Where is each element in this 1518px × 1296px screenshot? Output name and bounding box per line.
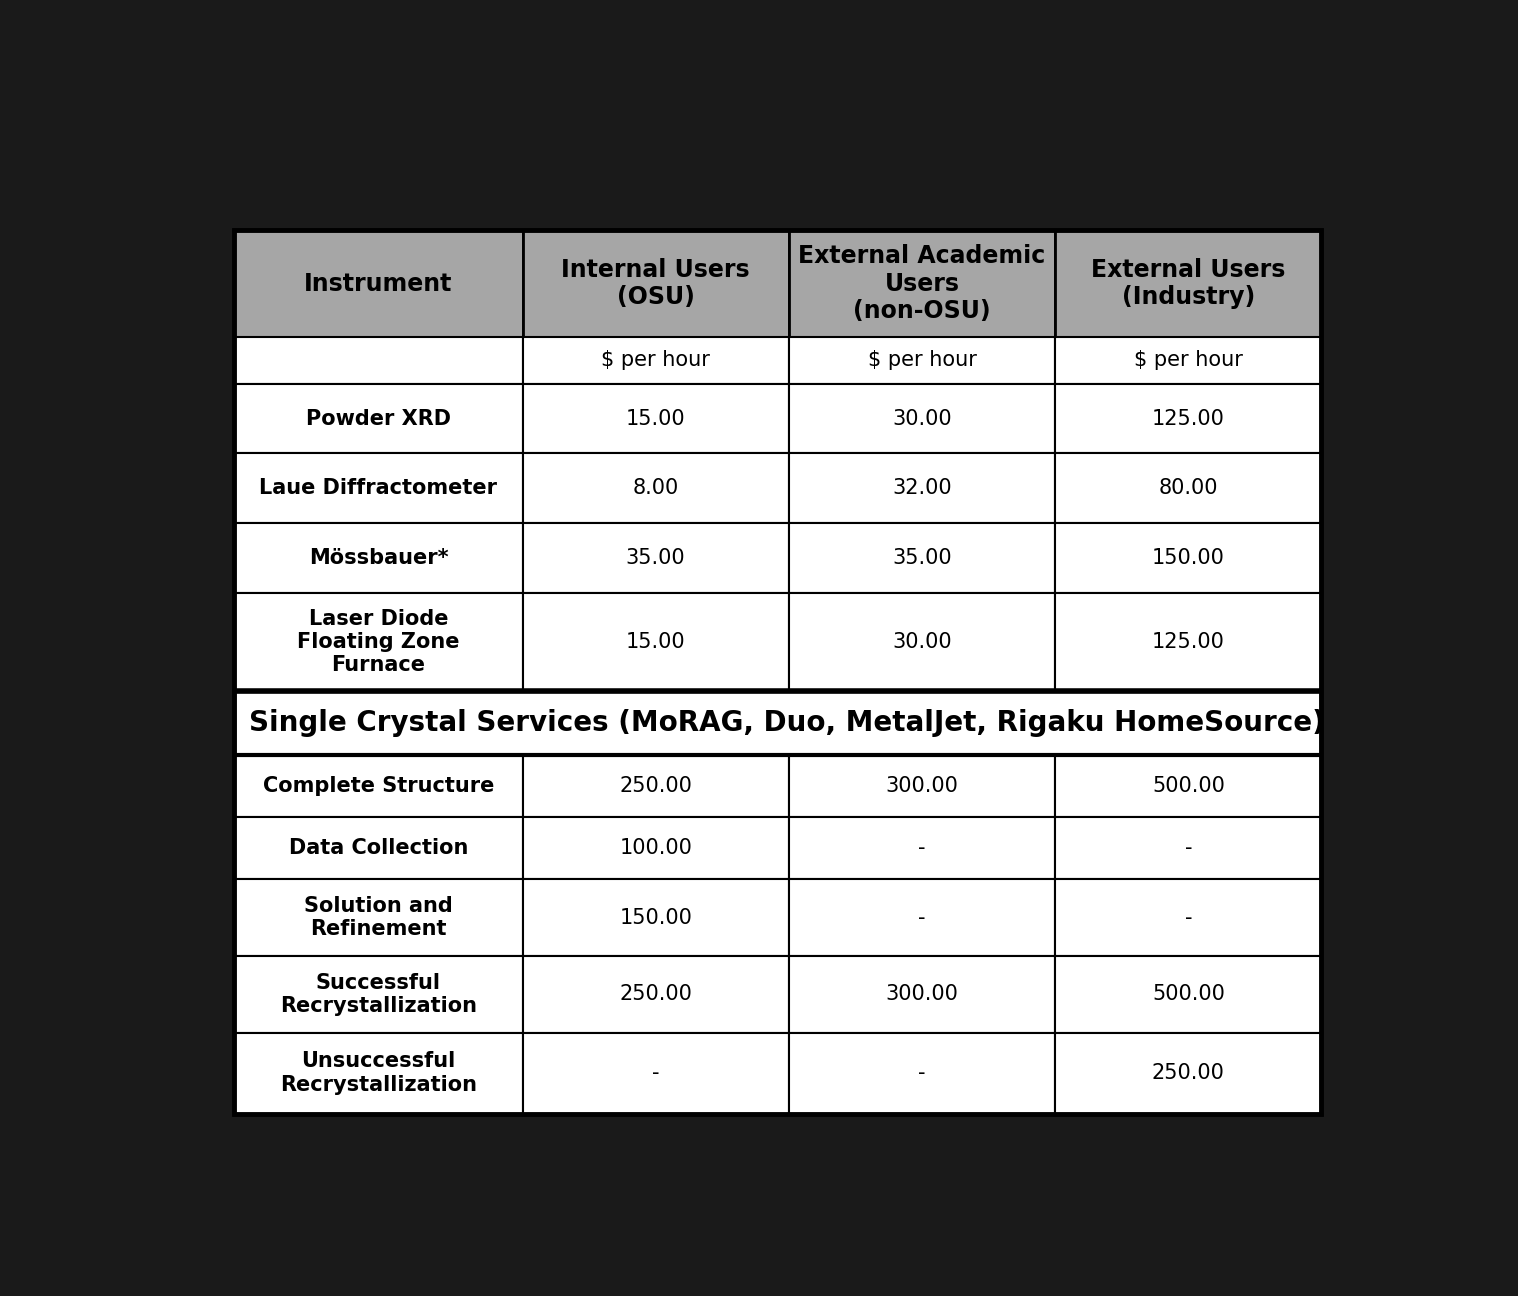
Text: Data Collection: Data Collection	[288, 839, 468, 858]
Bar	[1055, 337, 1322, 384]
Text: -: -	[651, 1063, 659, 1083]
Text: -: -	[918, 907, 926, 928]
Text: $ per hour: $ per hour	[868, 350, 976, 371]
Text: 35.00: 35.00	[625, 548, 686, 568]
Text: 500.00: 500.00	[1152, 776, 1225, 796]
Text: 125.00: 125.00	[1152, 632, 1225, 652]
Text: 250.00: 250.00	[1152, 1063, 1225, 1083]
Bar	[1055, 231, 1322, 337]
Bar	[789, 818, 1055, 879]
Bar	[234, 384, 522, 454]
Bar	[789, 594, 1055, 691]
Bar	[234, 691, 1322, 756]
Bar	[1055, 524, 1322, 594]
Bar	[789, 524, 1055, 594]
Text: Solution and
Refinement: Solution and Refinement	[304, 896, 452, 940]
Bar	[522, 818, 789, 879]
Bar	[522, 879, 789, 956]
Text: 100.00: 100.00	[619, 839, 692, 858]
Bar	[789, 1033, 1055, 1113]
Text: Laue Diffractometer: Laue Diffractometer	[260, 478, 498, 499]
Text: -: -	[1184, 907, 1192, 928]
Bar	[234, 1033, 522, 1113]
Bar	[234, 879, 522, 956]
Bar	[1055, 594, 1322, 691]
Text: Single Crystal Services (MoRAG, Duo, MetalJet, Rigaku HomeSource): Single Crystal Services (MoRAG, Duo, Met…	[249, 709, 1324, 737]
Bar	[234, 594, 522, 691]
Text: 300.00: 300.00	[885, 776, 958, 796]
Bar	[789, 756, 1055, 818]
Text: 32.00: 32.00	[893, 478, 952, 499]
Bar	[234, 756, 522, 818]
Bar	[522, 454, 789, 524]
Bar	[234, 231, 1322, 1113]
Text: 150.00: 150.00	[619, 907, 692, 928]
Bar	[789, 231, 1055, 337]
Text: Mössbauer*: Mössbauer*	[308, 548, 448, 568]
Bar	[522, 956, 789, 1033]
Text: Instrument: Instrument	[304, 272, 452, 295]
Text: External Users
(Industry): External Users (Industry)	[1091, 258, 1286, 310]
Text: $ per hour: $ per hour	[601, 350, 710, 371]
Bar	[234, 337, 522, 384]
Text: 300.00: 300.00	[885, 984, 958, 1004]
Text: -: -	[918, 839, 926, 858]
Text: 80.00: 80.00	[1158, 478, 1217, 499]
Text: 30.00: 30.00	[893, 632, 952, 652]
Bar	[789, 879, 1055, 956]
Text: Internal Users
(OSU): Internal Users (OSU)	[562, 258, 750, 310]
Bar	[1055, 879, 1322, 956]
Text: Complete Structure: Complete Structure	[263, 776, 495, 796]
Text: 30.00: 30.00	[893, 408, 952, 429]
Text: Powder XRD: Powder XRD	[307, 408, 451, 429]
Bar	[1055, 818, 1322, 879]
Bar	[1055, 756, 1322, 818]
Bar	[789, 454, 1055, 524]
Text: 15.00: 15.00	[625, 632, 686, 652]
Bar	[1055, 384, 1322, 454]
Bar	[522, 594, 789, 691]
Text: Laser Diode
Floating Zone
Furnace: Laser Diode Floating Zone Furnace	[298, 609, 460, 675]
Bar	[234, 524, 522, 594]
Bar	[234, 231, 522, 337]
Text: 500.00: 500.00	[1152, 984, 1225, 1004]
Text: 250.00: 250.00	[619, 776, 692, 796]
Bar	[522, 756, 789, 818]
Text: $ per hour: $ per hour	[1134, 350, 1243, 371]
Text: 35.00: 35.00	[893, 548, 952, 568]
Text: Unsuccessful
Recrystallization: Unsuccessful Recrystallization	[279, 1051, 477, 1095]
Text: -: -	[1184, 839, 1192, 858]
Text: 8.00: 8.00	[633, 478, 679, 499]
Bar	[1055, 454, 1322, 524]
Bar	[522, 1033, 789, 1113]
Text: 125.00: 125.00	[1152, 408, 1225, 429]
Bar	[522, 524, 789, 594]
Text: External Academic
Users
(non-OSU): External Academic Users (non-OSU)	[798, 244, 1046, 324]
Bar	[789, 337, 1055, 384]
Bar	[234, 454, 522, 524]
Bar	[789, 384, 1055, 454]
Text: 15.00: 15.00	[625, 408, 686, 429]
Bar	[1055, 1033, 1322, 1113]
Bar	[234, 818, 522, 879]
Text: Successful
Recrystallization: Successful Recrystallization	[279, 973, 477, 1016]
Text: 250.00: 250.00	[619, 984, 692, 1004]
Bar	[522, 337, 789, 384]
Bar	[522, 384, 789, 454]
Bar	[1055, 956, 1322, 1033]
Bar	[789, 956, 1055, 1033]
Text: 150.00: 150.00	[1152, 548, 1225, 568]
Bar	[522, 231, 789, 337]
Text: -: -	[918, 1063, 926, 1083]
Bar	[234, 956, 522, 1033]
